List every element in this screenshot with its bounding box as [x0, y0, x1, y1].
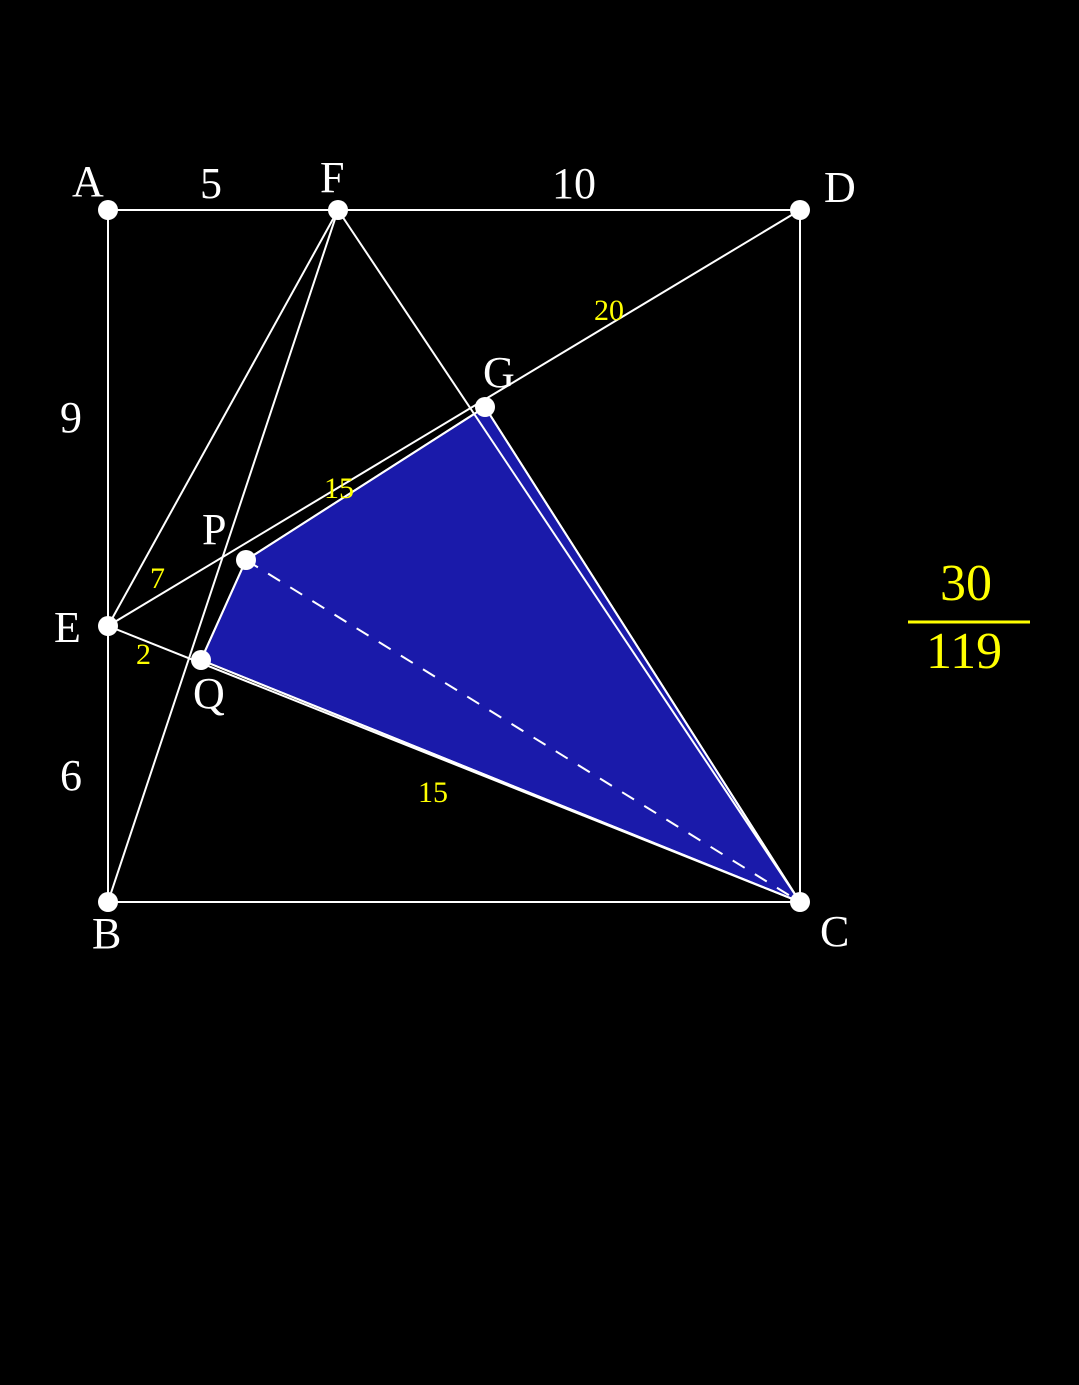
- point-G: [475, 397, 495, 417]
- point-label-P: P: [202, 505, 226, 554]
- edge-label-white-0: 5: [200, 159, 222, 208]
- edge-label-white-2: 9: [60, 393, 82, 442]
- point-D: [790, 200, 810, 220]
- point-Q: [191, 650, 211, 670]
- point-F: [328, 200, 348, 220]
- point-label-F: F: [320, 153, 344, 202]
- point-P: [236, 550, 256, 570]
- point-label-A: A: [72, 157, 104, 206]
- geometry-diagram: A F D E B C G P Q 5 10 9 6 20 15 7 2 15 30 119: [0, 0, 1079, 1385]
- point-label-E: E: [54, 603, 81, 652]
- point-label-G: G: [483, 348, 515, 397]
- edge-label-yellow-0: 20: [594, 294, 624, 327]
- point-C: [790, 892, 810, 912]
- filled-polygon: [201, 407, 800, 902]
- point-label-B: B: [92, 909, 121, 958]
- point-label-C: C: [820, 907, 849, 956]
- fraction-denominator: 119: [926, 623, 1002, 680]
- point-label-Q: Q: [193, 669, 225, 718]
- fraction-numerator: 30: [940, 555, 992, 612]
- point-label-D: D: [824, 163, 856, 212]
- edge-label-yellow-1: 15: [324, 472, 354, 505]
- edge-label-yellow-2: 7: [150, 562, 165, 595]
- edge-label-white-3: 6: [60, 751, 82, 800]
- edge-label-yellow-3: 2: [136, 638, 151, 671]
- point-E: [98, 616, 118, 636]
- edge-label-white-1: 10: [552, 159, 596, 208]
- edge-label-yellow-4: 15: [418, 776, 448, 809]
